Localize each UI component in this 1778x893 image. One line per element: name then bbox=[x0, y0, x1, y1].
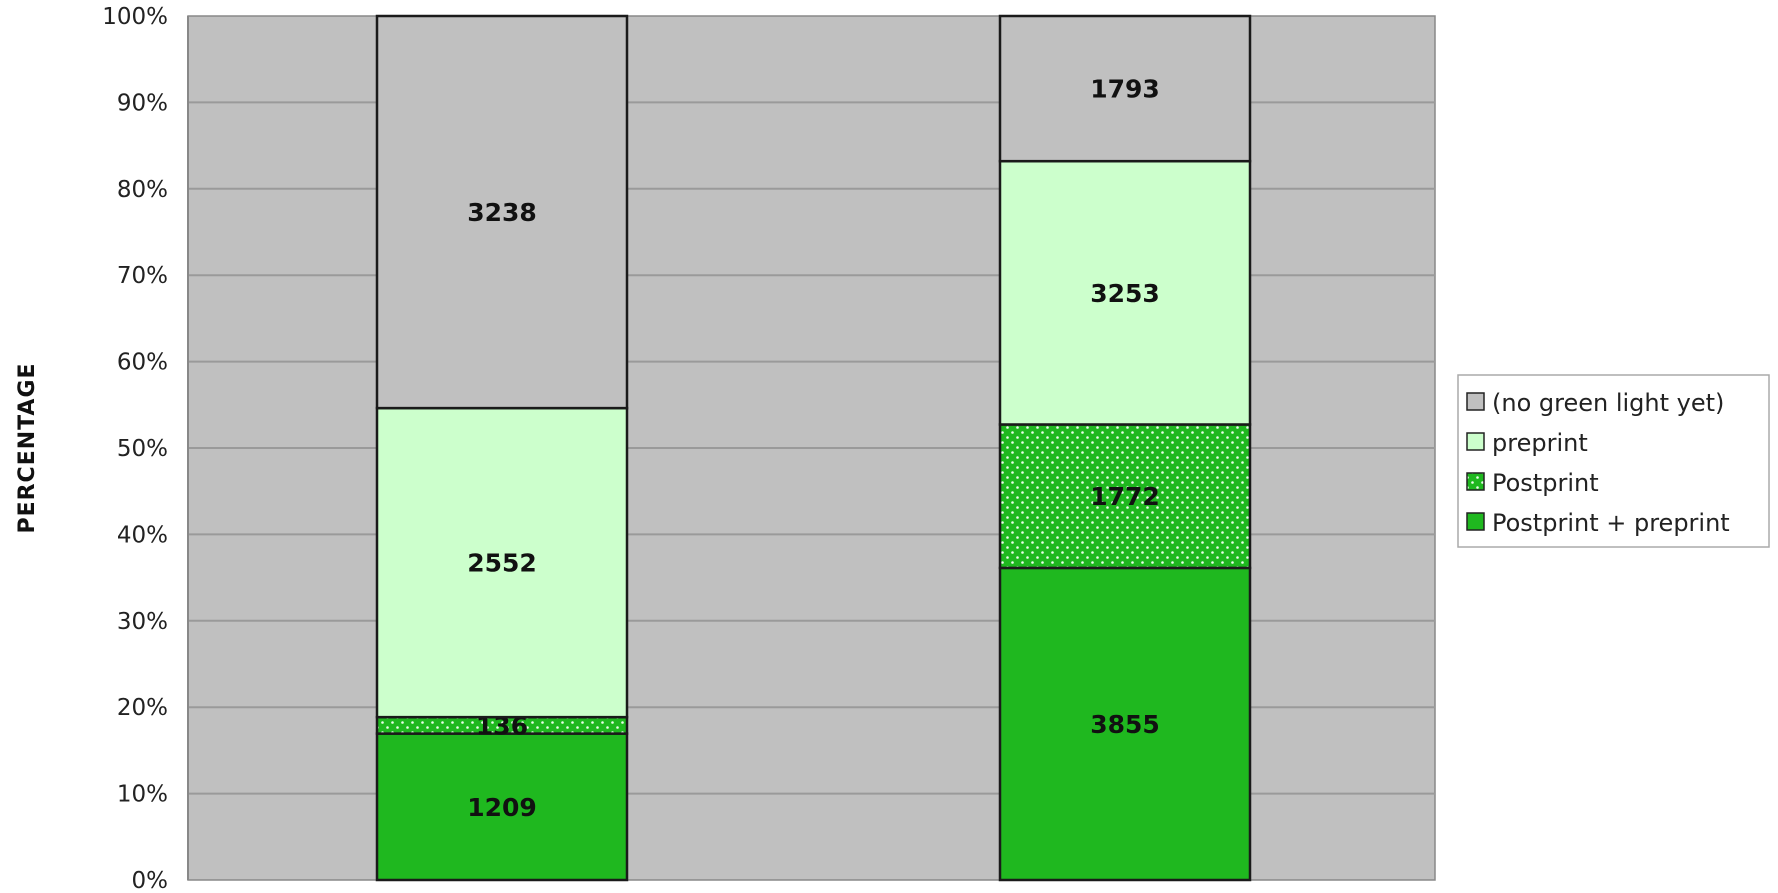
data-label: 1793 bbox=[1090, 75, 1160, 104]
y-axis-title: PERCENTAGE bbox=[15, 362, 40, 533]
y-tick-label: 70% bbox=[117, 263, 168, 289]
bar-segment bbox=[375, 732, 629, 882]
y-tick-label: 40% bbox=[117, 522, 168, 548]
y-tick-label: 80% bbox=[117, 177, 168, 203]
y-tick-label: 60% bbox=[117, 350, 168, 376]
bar-segment bbox=[998, 159, 1252, 426]
y-tick-label: 90% bbox=[117, 90, 168, 116]
legend-swatch bbox=[1466, 432, 1485, 451]
legend-label: preprint bbox=[1492, 429, 1588, 457]
bar-segment bbox=[998, 566, 1252, 882]
data-label: 3238 bbox=[467, 198, 537, 227]
data-label: 2552 bbox=[467, 549, 537, 578]
legend-swatch bbox=[1466, 512, 1485, 531]
y-tick-label: 30% bbox=[117, 609, 168, 635]
y-tick-label: 100% bbox=[102, 4, 168, 30]
bar-segment bbox=[375, 406, 629, 719]
y-axis: 0% 10% 20% 30% 40% 50% 60% 70% 80% 90% 100% bbox=[102, 4, 189, 893]
bar-segment bbox=[998, 423, 1252, 570]
data-label: 1209 bbox=[467, 793, 537, 822]
y-tick-label: 20% bbox=[117, 695, 168, 721]
y-tick-label: 10% bbox=[117, 782, 168, 808]
data-label: 3253 bbox=[1090, 279, 1160, 308]
legend-label: Postprint bbox=[1492, 469, 1599, 497]
legend-swatch bbox=[1466, 472, 1485, 491]
y-tick-label: 50% bbox=[117, 436, 168, 462]
bar-segment bbox=[998, 14, 1252, 163]
legend-swatch bbox=[1466, 392, 1485, 411]
bar-segment bbox=[375, 14, 629, 410]
legend-box bbox=[1457, 374, 1770, 548]
data-label: 3855 bbox=[1090, 710, 1160, 739]
data-label: 1772 bbox=[1090, 482, 1160, 511]
bar-stack: 3855 1772 3253 1793 bbox=[998, 14, 1252, 882]
legend: (no green light yet) preprint Postprint Pos… bbox=[1457, 374, 1770, 548]
legend-label: (no green light yet) bbox=[1492, 389, 1724, 417]
y-tick-label: 0% bbox=[132, 868, 169, 893]
legend-label: Postprint + preprint bbox=[1492, 509, 1730, 537]
